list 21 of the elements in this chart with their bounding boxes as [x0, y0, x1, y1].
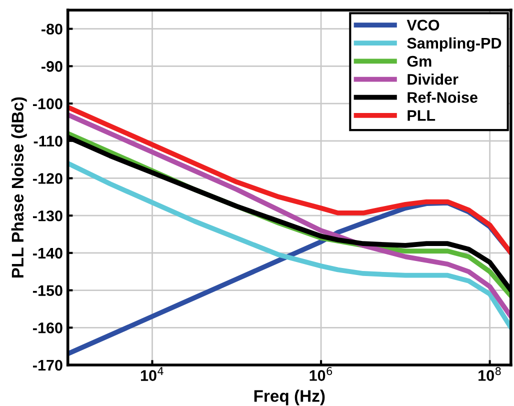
x-tick-label: 10$^{6}$ [310, 367, 332, 381]
y-tick-label: -90 [42, 61, 62, 72]
y-tick-label: -120 [33, 173, 62, 184]
x-tick-label: 10$^{8}$ [478, 367, 501, 381]
x-tick-label: 10$^{4}$ [140, 367, 164, 381]
y-tick-label: -80 [42, 24, 62, 35]
legend-label: VCO [406, 20, 440, 31]
legend-label: Ref-Noise [408, 92, 478, 103]
legend-label: Sampling-PD [407, 37, 502, 52]
y-tick-label: -100 [33, 98, 62, 110]
y-axis-title: PLL Phase Noise (dBc) [11, 97, 27, 278]
y-tick-label: -170 [33, 360, 62, 371]
legend-label: PLL [408, 110, 436, 121]
x-axis-title: Freq (Hz) [254, 390, 325, 406]
y-tick-label: -110 [34, 136, 62, 147]
y-tick-label: -130 [33, 210, 62, 222]
legend-label: Divider [408, 74, 458, 85]
y-tick-label: -160 [33, 322, 62, 334]
y-tick-label: -150 [33, 285, 62, 296]
legend-label: Gm [407, 56, 432, 67]
y-tick-label: -140 [33, 248, 62, 259]
